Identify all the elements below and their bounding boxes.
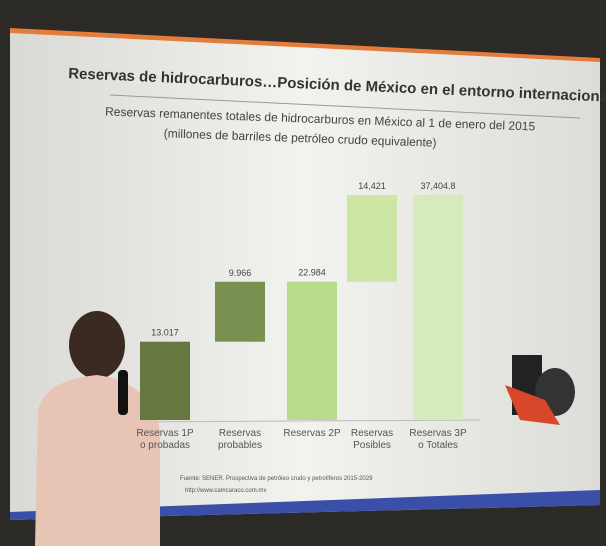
- chart: Reservas de hidrocarburos…Posición de Mé…: [0, 0, 606, 546]
- value-label: 37,404.8: [420, 181, 455, 191]
- x-tick-label: Reservas 2P: [281, 428, 343, 440]
- bar: [287, 282, 337, 420]
- bar: [413, 195, 463, 420]
- source: http://www.camcaraco.com.mx: [185, 488, 266, 494]
- value-label: 22.984: [298, 268, 326, 278]
- bar: [347, 195, 397, 282]
- x-tick-label: Reservas 1P o probadas: [134, 428, 196, 452]
- value-label: 9.966: [229, 268, 252, 278]
- value-label: 13.017: [151, 328, 179, 338]
- value-label: 14,421: [358, 181, 386, 191]
- source: Fuente: SENER. Prospectiva de petróleo c…: [180, 476, 373, 482]
- bar: [140, 342, 190, 420]
- x-tick-label: Reservas probables: [209, 428, 271, 452]
- bar: [215, 282, 265, 342]
- x-tick-label: Reservas 3P o Totales: [407, 428, 469, 452]
- x-tick-label: Reservas Posibles: [341, 428, 403, 452]
- photo: Reservas de hidrocarburos…Posición de Mé…: [0, 0, 606, 546]
